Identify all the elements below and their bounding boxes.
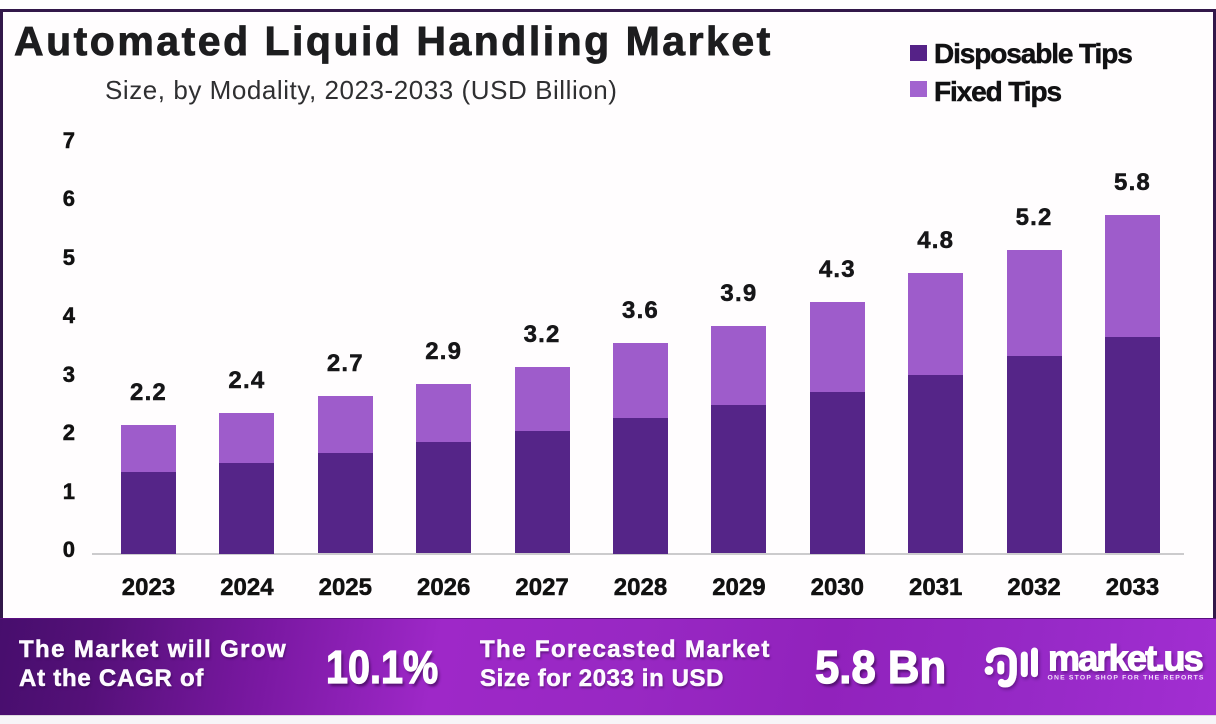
svg-text:market.us: market.us bbox=[1048, 640, 1203, 679]
svg-text:ONE STOP SHOP FOR THE REPORTS: ONE STOP SHOP FOR THE REPORTS bbox=[1048, 675, 1205, 682]
